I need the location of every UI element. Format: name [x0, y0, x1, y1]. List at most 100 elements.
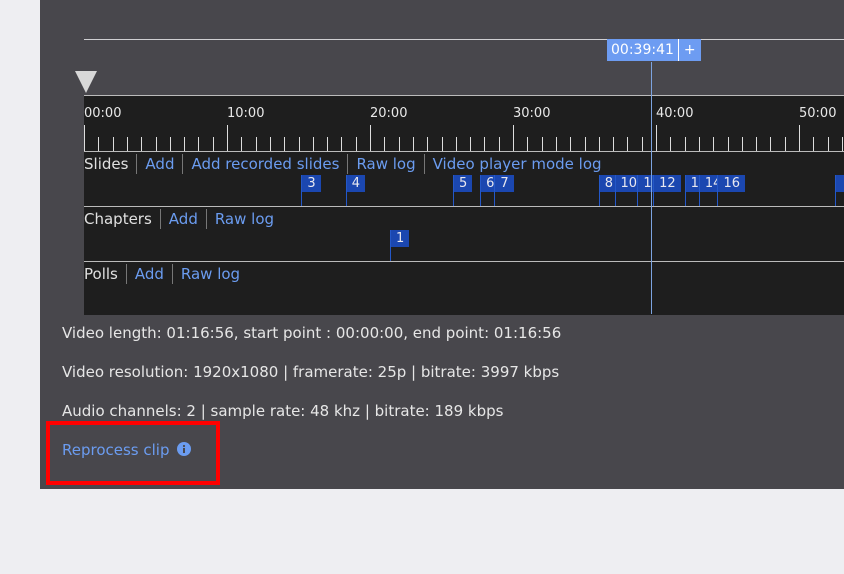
playhead-time: 00:39:41 — [611, 42, 674, 58]
chapters-raw-log-link[interactable]: Raw log — [214, 210, 275, 228]
add-slide-link[interactable]: Add — [145, 155, 175, 173]
ruler-tick — [570, 137, 572, 151]
video-player-mode-log-link[interactable]: Video player mode log — [432, 155, 602, 173]
ruler-tick — [484, 137, 486, 151]
ruler-tick — [741, 137, 743, 151]
ruler-tick — [84, 125, 85, 151]
ruler-tick — [398, 137, 400, 151]
marker-label: 8 — [599, 175, 619, 192]
ruler-tick — [98, 137, 100, 151]
ruler-label: 40:00 — [656, 106, 694, 121]
ruler-tick — [813, 137, 815, 151]
ruler-tick — [241, 137, 243, 151]
slides-marker[interactable] — [834, 175, 844, 206]
slides-marker[interactable]: 4 — [345, 175, 365, 206]
playhead[interactable]: 00:39:41 + — [607, 39, 701, 61]
ruler-tick — [641, 137, 643, 151]
highlight-box — [46, 421, 220, 485]
slides-raw-log-link[interactable]: Raw log — [356, 155, 416, 173]
ruler-tick — [455, 137, 457, 151]
marker-label: 7 — [495, 175, 514, 192]
ruler-tick — [184, 137, 186, 151]
slides-marker[interactable]: 3 — [301, 175, 321, 206]
marker-label: 4 — [346, 175, 365, 192]
ruler-tick — [470, 137, 472, 151]
ruler-tick — [713, 137, 715, 151]
ruler-label: 00:00 — [84, 106, 122, 121]
info-circle-icon[interactable] — [177, 442, 192, 456]
video-length-info: Video length: 01:16:56, start point : 00… — [62, 324, 562, 342]
add-chapter-link[interactable]: Add — [168, 210, 198, 228]
slides-marker[interactable]: 10 — [614, 175, 643, 206]
slides-title: Slides — [84, 154, 138, 174]
chapters-row: Chapters Add Raw log 1 — [84, 206, 844, 261]
add-recorded-slides-link[interactable]: Add recorded slides — [191, 155, 340, 173]
polls-title: Polls — [84, 264, 127, 284]
slides-marker[interactable]: 5 — [452, 175, 473, 206]
ruler-tick — [312, 137, 314, 151]
ruler-tick — [327, 137, 329, 151]
scrub-track[interactable] — [84, 39, 844, 40]
ruler-label: 20:00 — [370, 106, 408, 121]
ruler-label: 50:00 — [799, 106, 837, 121]
ruler-tick — [770, 137, 772, 151]
chapters-marker[interactable]: 1 — [390, 230, 410, 261]
ruler-tick — [126, 137, 128, 151]
ruler-tick — [827, 137, 829, 151]
marker-label: 10 — [615, 175, 643, 192]
ruler-tick — [670, 137, 672, 151]
ruler-tick — [527, 137, 529, 151]
video-resolution-info: Video resolution: 1920x1080 | framerate:… — [62, 363, 560, 381]
marker-label: 3 — [302, 175, 321, 192]
ruler-tick — [112, 137, 114, 151]
ruler-tick — [727, 137, 729, 151]
ruler-tick — [198, 137, 200, 151]
ruler-tick — [341, 137, 343, 151]
slides-marker[interactable]: 8 — [598, 175, 619, 206]
slides-marker[interactable]: 12 — [653, 175, 681, 206]
add-at-playhead-button[interactable]: + — [677, 39, 701, 61]
slides-marker[interactable]: 7 — [494, 175, 514, 206]
marker-label: 16 — [718, 175, 746, 192]
add-poll-link[interactable]: Add — [134, 265, 164, 283]
ruler-tick — [269, 137, 271, 151]
ruler-tick — [155, 137, 157, 151]
ruler-tick — [784, 137, 786, 151]
slides-marker[interactable]: 16 — [717, 175, 746, 206]
ruler-tick — [756, 137, 758, 151]
marker-label: 1 — [391, 230, 410, 247]
ruler-tick — [555, 137, 557, 151]
ruler-tick — [355, 137, 357, 151]
start-point-handle-icon[interactable] — [75, 71, 97, 93]
ruler-tick — [298, 137, 300, 151]
ruler-tick — [370, 125, 371, 151]
ruler-label: 30:00 — [513, 106, 551, 121]
ruler-tick — [613, 137, 615, 151]
slides-row: Slides Add Add recorded slides Raw log V… — [84, 151, 844, 206]
reprocess-clip-link[interactable]: Reprocess clip — [62, 441, 192, 459]
time-ruler[interactable]: 00:00 10:00 20:00 30:00 40:00 50:00 — [84, 96, 844, 151]
ruler-tick — [627, 137, 629, 151]
marker-label: 12 — [654, 175, 681, 192]
ruler-tick — [141, 137, 143, 151]
ruler-tick — [255, 137, 257, 151]
ruler-tick — [698, 137, 700, 151]
ruler-tick — [656, 125, 657, 151]
ruler-tick — [441, 137, 443, 151]
ruler-tick — [427, 137, 429, 151]
marker-label: 5 — [453, 175, 473, 192]
ruler-tick — [799, 125, 800, 151]
ruler-tick — [584, 137, 586, 151]
polls-raw-log-link[interactable]: Raw log — [180, 265, 241, 283]
playhead-line[interactable] — [651, 62, 653, 314]
ruler-tick — [513, 125, 514, 151]
ruler-tick — [541, 137, 543, 151]
reprocess-clip-label: Reprocess clip — [62, 441, 170, 459]
ruler-tick — [598, 137, 600, 151]
ruler-tick — [841, 137, 843, 151]
timeline: 00:00 10:00 20:00 30:00 40:00 50:00 Slides Ad… — [84, 95, 844, 315]
ruler-tick — [684, 137, 686, 151]
ruler-tick — [227, 125, 228, 151]
ruler-tick — [412, 137, 414, 151]
ruler-tick — [212, 137, 214, 151]
